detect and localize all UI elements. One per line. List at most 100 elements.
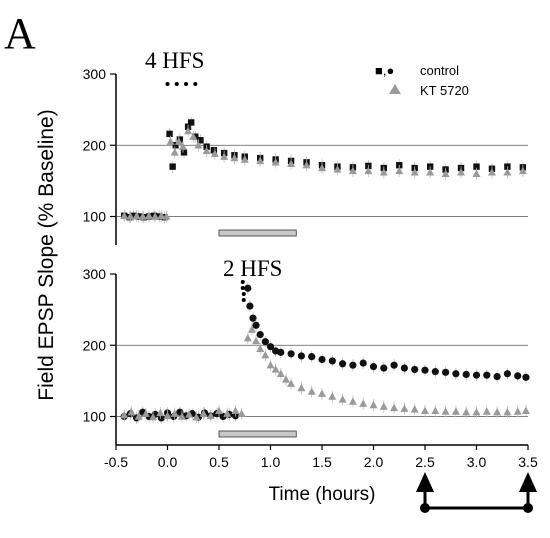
data-point-triangle: [348, 397, 357, 405]
data-point-circle: [249, 314, 257, 322]
data-point-triangle: [194, 141, 203, 149]
data-point-triangle: [163, 411, 172, 419]
data-point-triangle: [261, 351, 270, 359]
data-point-triangle: [202, 146, 211, 155]
data-point-triangle: [426, 168, 435, 176]
data-point-circle: [452, 370, 460, 378]
top-y-tick-label: 100: [83, 209, 107, 225]
legend-kt5720-label: KT 5720: [420, 83, 469, 98]
data-point-triangle: [252, 336, 261, 345]
top-y-tick-label: 200: [83, 137, 107, 153]
data-point-circle: [266, 343, 275, 351]
data-point-triangle: [318, 163, 326, 172]
data-point-square: [187, 119, 195, 126]
legend-kt5720-marker: [389, 84, 401, 94]
data-point-triangle: [307, 387, 316, 395]
legend-control-marker: ■,●: [375, 63, 394, 78]
data-point-triangle: [126, 212, 135, 220]
data-point-triangle: [318, 389, 326, 397]
data-point-triangle: [156, 408, 165, 417]
data-point-circle: [472, 371, 481, 379]
stim-marker: [184, 82, 189, 86]
data-point-triangle: [141, 409, 150, 417]
x-axis-label: Time (hours): [269, 484, 376, 505]
data-point-triangle: [472, 408, 481, 416]
panel-letter: A: [4, 9, 36, 58]
data-point-circle: [503, 370, 511, 378]
data-point-circle: [287, 350, 295, 358]
top-drug-application-bar: [218, 229, 297, 237]
data-point-circle: [400, 364, 408, 372]
data-point-triangle: [256, 156, 265, 165]
x-tick-label: 3.0: [467, 454, 487, 470]
data-point-triangle: [206, 411, 215, 419]
data-point-circle: [431, 368, 439, 376]
data-point-circle: [349, 361, 357, 369]
data-point-circle: [380, 364, 388, 372]
data-point-circle: [369, 363, 378, 371]
data-point-circle: [318, 355, 326, 364]
data-point-triangle: [302, 161, 311, 169]
data-point-square: [473, 163, 480, 170]
data-point-circle: [244, 284, 252, 292]
data-point-triangle: [223, 409, 232, 417]
data-point-square: [180, 149, 188, 156]
data-point-circle: [261, 338, 269, 346]
data-point-triangle: [192, 413, 201, 421]
bottom-series-control: [120, 282, 530, 424]
stim-marker: [241, 292, 246, 296]
data-point-triangle: [215, 406, 223, 414]
data-point-triangle: [487, 168, 496, 176]
bottom-panel-annotation: 2 HFS: [223, 256, 282, 281]
data-point-triangle: [503, 168, 512, 176]
data-point-triangle: [390, 403, 399, 412]
data-point-triangle: [287, 159, 296, 167]
data-point-triangle: [441, 407, 450, 415]
data-point-triangle: [178, 142, 187, 150]
up-arrow-icon: [519, 472, 537, 492]
x-tick-label: 3.5: [518, 454, 538, 470]
data-point-triangle: [237, 409, 246, 417]
stim-marker: [240, 280, 245, 284]
data-point-triangle: [271, 158, 280, 166]
x-tick-label: 0.0: [158, 454, 178, 470]
data-point-triangle: [243, 333, 252, 342]
data-point-circle: [246, 302, 254, 310]
data-point-triangle: [149, 413, 158, 421]
data-point-triangle: [482, 407, 491, 415]
top-panel-plot: 100 200 300: [83, 66, 528, 245]
x-tick-label: 2.5: [415, 454, 435, 470]
stim-marker: [241, 298, 246, 302]
data-point-triangle: [348, 166, 357, 175]
stim-marker: [165, 82, 170, 86]
data-point-triangle: [151, 212, 160, 220]
bottom-y-tick-label: 100: [83, 409, 107, 425]
data-point-triangle: [189, 132, 198, 140]
bottom-y-tick-label: 200: [83, 337, 107, 353]
bottom-drug-application-bar: [218, 430, 297, 438]
data-point-triangle: [144, 211, 153, 219]
x-tick-label: 0.5: [209, 454, 229, 470]
data-point-triangle: [271, 365, 280, 373]
data-point-square: [169, 163, 176, 170]
data-point-triangle: [138, 212, 147, 220]
data-point-triangle: [157, 211, 166, 219]
bottom-panel-plot: 100 200 300 -0.5 0.0 0.5 1.0 1.5 2.0 2.5 3.0 3.5: [83, 266, 538, 470]
data-point-triangle: [421, 406, 429, 414]
data-point-circle: [522, 373, 530, 381]
data-point-triangle: [210, 149, 219, 157]
data-point-triangle: [410, 168, 419, 176]
data-point-triangle: [518, 166, 527, 175]
data-point-triangle: [230, 153, 239, 162]
data-point-triangle: [134, 412, 143, 420]
legend: ■,● control KT 5720: [375, 63, 469, 98]
data-point-triangle: [503, 408, 512, 416]
data-point-triangle: [431, 406, 440, 414]
data-point-triangle: [333, 165, 342, 173]
data-point-triangle: [184, 126, 193, 135]
data-point-circle: [390, 361, 398, 369]
data-point-circle: [256, 330, 264, 339]
x-tick-label: 2.0: [364, 454, 384, 470]
data-point-triangle: [410, 405, 419, 413]
data-point-circle: [339, 360, 347, 368]
